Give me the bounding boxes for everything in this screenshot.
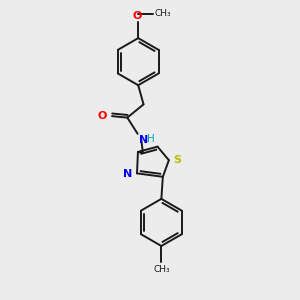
Text: S: S: [173, 155, 181, 165]
Text: H: H: [147, 134, 155, 144]
Text: O: O: [97, 110, 107, 121]
Text: N: N: [123, 169, 133, 179]
Text: CH₃: CH₃: [153, 265, 170, 274]
Text: O: O: [132, 11, 142, 21]
Text: N: N: [139, 135, 148, 145]
Text: CH₃: CH₃: [154, 9, 171, 18]
